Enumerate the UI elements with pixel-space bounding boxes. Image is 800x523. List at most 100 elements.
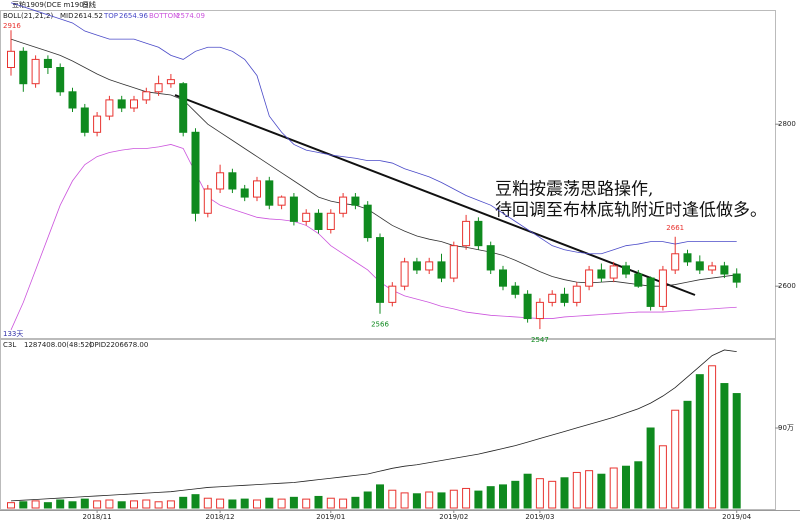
candle-body [166,79,175,85]
candle-body [511,285,520,295]
candle-body [597,269,606,279]
oi-name: OPID [89,341,106,349]
volume-bar [154,501,163,509]
volume-bar [265,497,274,509]
candle-body [412,261,421,271]
volume-bar [43,502,52,509]
y-tick-label: 90万 [778,424,794,432]
symbol: 豆粕1909(DCE m1909) [12,0,91,9]
candle-body [732,273,741,283]
candle-body [93,115,102,133]
candle-body [425,261,434,271]
candle-body [351,196,360,206]
volume-panel [0,339,776,510]
volume-bar [68,501,77,509]
candle-body [671,253,680,271]
indicator: BOLL(21,21,2) [3,12,53,20]
volume-bar [191,494,200,509]
mid-label: MID [60,12,74,20]
candle-body [326,212,335,230]
candle-body [585,269,594,287]
candle-body [314,212,323,230]
x-tick-label: 2018/11 [83,513,112,521]
candle-body [622,265,630,275]
candle-body [499,269,507,287]
volume-name: C3L [3,341,16,349]
volume-bar [425,491,434,509]
volume-bar [412,493,421,509]
volume-bar [486,486,495,509]
volume-bar [474,490,483,509]
days-label: 133天 [3,330,23,338]
candle-body [105,99,114,117]
volume-bar [80,498,89,509]
volume-bar [585,470,594,509]
volume-bar [105,499,114,509]
volume-bar [695,374,704,509]
volume-bar [93,500,102,509]
low-label: 2566 [371,321,389,329]
candle-body [400,261,409,287]
candle-body [68,91,77,109]
volume-bar [142,499,151,509]
candle-body [302,212,311,222]
volume-bar [658,445,667,509]
candle-body [191,131,200,214]
boll-line [10,144,737,331]
volume-bar [302,498,311,509]
volume-bar [572,471,581,509]
volume-bar [671,409,680,509]
high-label: 2916 [3,22,21,30]
candle-body [277,196,286,206]
volume-bar [216,498,225,509]
candle-body [240,188,249,198]
y-tick-label: 2800 [778,120,796,128]
candle-body [474,220,483,247]
candle-body [486,245,495,271]
volume-bar [597,473,606,509]
candle-body [572,285,581,303]
candle-body [363,204,372,239]
volume-bar [7,502,15,509]
candle-body [43,58,52,69]
volume-bar [179,496,188,509]
candle-body [117,99,126,109]
volume-bar [646,427,655,509]
volume-bar [339,498,348,509]
volume-bar [289,496,298,509]
volume-bar [732,393,741,509]
candle-body [708,265,717,271]
boll-line [10,2,737,255]
y-tick-label: 2600 [778,282,796,290]
price-panel [0,10,776,339]
candle-body [216,172,225,190]
trend-line [174,94,696,296]
volume-bar [708,365,717,509]
oi-line [10,349,737,502]
top-label: TOP [103,12,118,20]
volume-bar [203,497,212,509]
volume-bar [511,480,520,509]
boll-line [10,38,737,287]
candle-body [449,245,458,279]
volume-value: 1287408.00(48:52) [24,341,92,349]
candle-body [142,91,151,101]
volume-bar [228,499,237,509]
candle-body [437,261,446,279]
volume-bar [462,487,471,509]
volume-bar [609,467,618,509]
volume-bar [363,491,372,509]
candle-body [203,188,212,214]
x-tick-label: 2019/04 [722,513,752,521]
volume-bar [560,477,569,509]
candle-body [31,58,40,85]
volume-bar [19,501,28,509]
volume-bar [351,496,360,509]
oi-value: 2206678.00 [106,341,148,349]
volume-bar [117,501,126,509]
volume-bar [622,465,630,509]
high-label: 2661 [666,224,684,232]
candle-body [253,180,261,198]
